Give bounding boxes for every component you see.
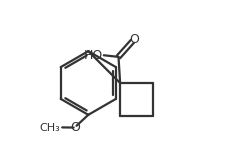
Text: HO: HO — [83, 49, 103, 62]
Text: O: O — [70, 121, 80, 134]
Text: CH₃: CH₃ — [39, 123, 60, 133]
Text: O: O — [130, 33, 139, 46]
